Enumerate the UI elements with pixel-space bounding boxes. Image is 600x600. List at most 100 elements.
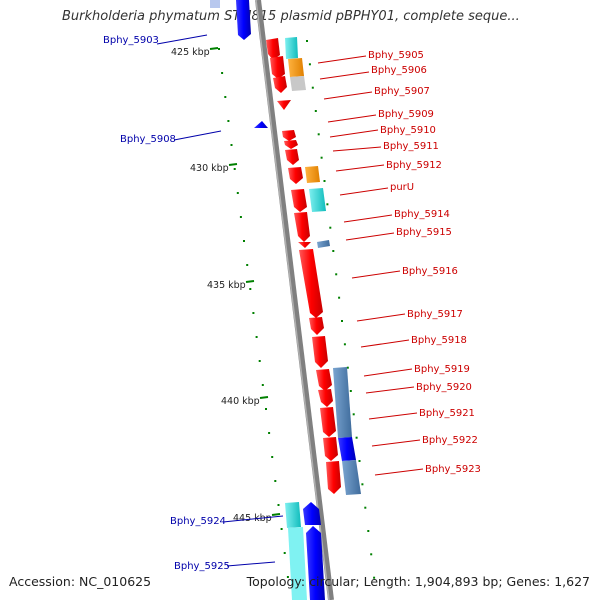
tick-mark xyxy=(346,366,349,369)
steelblue-feature-2[interactable] xyxy=(333,367,352,438)
gene-bphy-5918[interactable] xyxy=(312,336,328,368)
grey-feature[interactable] xyxy=(290,76,306,91)
gene-label[interactable]: Bphy_5921 xyxy=(419,408,475,419)
gene-bphy-5907[interactable] xyxy=(273,76,287,93)
gene-label[interactable]: Bphy_5914 xyxy=(394,209,450,220)
orange-feature-2[interactable] xyxy=(305,166,320,183)
scale-labels: 425 kbp 430 kbp 435 kbp 440 kbp 445 kbp xyxy=(171,47,281,524)
gene-bphy-5911[interactable] xyxy=(284,140,298,149)
gene-label[interactable]: Bphy_5903 xyxy=(103,35,159,46)
tick-mark xyxy=(261,384,264,386)
tick-mark xyxy=(329,226,332,229)
gene-purU[interactable] xyxy=(291,189,307,212)
tick-mark xyxy=(370,553,373,556)
steelblue-feature[interactable] xyxy=(317,240,330,248)
tick-mark xyxy=(367,530,370,532)
left-labels: Bphy_5903 Bphy_5908 Bphy_5924 Bphy_5925 xyxy=(103,34,284,572)
gene-bphy-5924[interactable] xyxy=(303,502,321,525)
tick-mark xyxy=(332,250,335,252)
gene-bphy-5923[interactable] xyxy=(326,461,341,494)
gene-label[interactable]: Bphy_5919 xyxy=(414,364,470,375)
gene-label[interactable]: Bphy_5917 xyxy=(407,309,463,320)
tick-mark xyxy=(249,288,252,290)
tick-mark xyxy=(252,312,255,314)
tick-mark xyxy=(280,528,283,530)
gene-label[interactable]: Bphy_5909 xyxy=(378,109,434,120)
blue-feature[interactable] xyxy=(338,437,356,461)
gene-bphy-5908[interactable] xyxy=(254,121,268,128)
gene-bphy-5919[interactable] xyxy=(316,369,332,391)
gene-label[interactable]: purU xyxy=(390,182,414,193)
gene-bphy-5911b[interactable] xyxy=(285,149,299,165)
gene-label[interactable]: Bphy_5915 xyxy=(396,227,452,238)
scale-label: 425 kbp xyxy=(171,47,210,58)
gene-bphy-5920[interactable] xyxy=(318,389,333,407)
tick-mark xyxy=(314,110,317,112)
tick-mark xyxy=(361,483,364,486)
cyan-feature-2[interactable] xyxy=(309,188,326,212)
steelblue-feature-3[interactable] xyxy=(342,460,361,495)
tick-mark xyxy=(227,120,230,122)
gene-label[interactable]: Bphy_5916 xyxy=(402,266,458,277)
orange-feature[interactable] xyxy=(288,58,304,77)
gene-label[interactable]: Bphy_5908 xyxy=(120,134,176,145)
scale-label: 435 kbp xyxy=(207,280,246,291)
gene-bphy-5915[interactable] xyxy=(298,242,311,248)
cyan-feature-4[interactable] xyxy=(288,527,307,600)
tick-mark xyxy=(239,216,242,218)
scale-label: 440 kbp xyxy=(221,396,260,407)
gene-label[interactable]: Bphy_5905 xyxy=(368,50,424,61)
gene-bphy-5914[interactable] xyxy=(294,212,310,242)
gene-label[interactable]: Bphy_5924 xyxy=(170,516,226,527)
tick-mark xyxy=(258,360,261,362)
gene-label[interactable]: Bphy_5920 xyxy=(416,382,472,393)
gene-bphy-5925[interactable] xyxy=(306,526,325,600)
tick-mark xyxy=(358,460,361,462)
gene-label[interactable]: Bphy_5918 xyxy=(411,335,467,346)
scale-tick-marks xyxy=(218,40,376,579)
tick-mark xyxy=(341,320,343,322)
tick-mark xyxy=(326,203,329,206)
tick-mark xyxy=(268,432,271,434)
tick-mark xyxy=(308,63,311,66)
gene-bphy-5912[interactable] xyxy=(288,167,303,184)
tick-mark xyxy=(224,96,227,98)
gene-bphy-5909[interactable] xyxy=(277,100,291,110)
gene-label[interactable]: Bphy_5922 xyxy=(422,435,478,446)
gene-bphy-5910[interactable] xyxy=(282,130,296,141)
backbone xyxy=(255,0,334,600)
gene-bphy-5903[interactable] xyxy=(210,0,251,40)
gene-label[interactable]: Bphy_5907 xyxy=(374,86,430,97)
gene-bphy-5921[interactable] xyxy=(320,407,336,437)
gene-label[interactable]: Bphy_5925 xyxy=(174,561,230,572)
side-features xyxy=(285,37,361,600)
gene-label[interactable]: Bphy_5912 xyxy=(386,160,442,171)
gene-bphy-5905[interactable] xyxy=(266,38,280,60)
tick-mark xyxy=(243,240,245,242)
gene-bphy-5906[interactable] xyxy=(270,56,285,79)
tick-mark xyxy=(349,390,352,392)
tick-mark xyxy=(230,144,233,146)
gene-label[interactable]: Bphy_5906 xyxy=(371,65,427,76)
gene-bphy-5917[interactable] xyxy=(309,317,324,335)
gene-label[interactable]: Bphy_5910 xyxy=(380,125,436,136)
gene-label[interactable]: Bphy_5911 xyxy=(383,141,439,152)
cyan-feature-3[interactable] xyxy=(285,502,301,528)
scale-label: 430 kbp xyxy=(190,163,229,174)
cyan-feature[interactable] xyxy=(285,37,298,59)
tick-mark xyxy=(221,72,224,74)
tick-mark xyxy=(338,296,341,299)
tick-mark xyxy=(352,413,355,416)
gene-bphy-5922[interactable] xyxy=(323,437,338,461)
gene-label[interactable]: Bphy_5923 xyxy=(425,464,481,475)
tick-mark xyxy=(286,576,289,578)
gene-bphy-5916[interactable] xyxy=(299,249,323,318)
tick-mark xyxy=(265,408,267,410)
forward-genes xyxy=(266,38,341,494)
tick-mark xyxy=(283,552,286,554)
accession-text: Accession: NC_010625 xyxy=(9,574,152,589)
tick-mark xyxy=(306,40,308,42)
tick-mark xyxy=(255,336,258,338)
tick-mark xyxy=(277,504,280,506)
